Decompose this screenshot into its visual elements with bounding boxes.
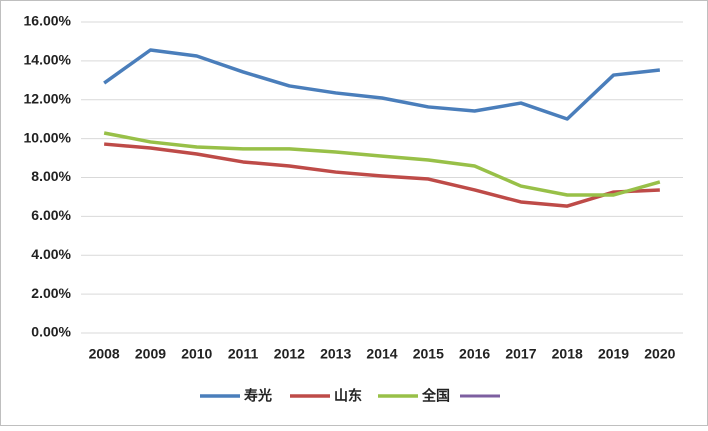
legend-label: 全国 — [421, 388, 450, 404]
x-tick-label: 2013 — [320, 346, 351, 362]
legend-label: 寿光 — [244, 388, 272, 404]
x-tick-label: 2014 — [366, 346, 397, 362]
x-tick-label: 2012 — [274, 346, 305, 362]
y-tick-label: 8.00% — [31, 168, 71, 184]
x-tick-label: 2017 — [505, 346, 536, 362]
x-tick-label: 2016 — [459, 346, 490, 362]
x-tick-label: 2019 — [598, 346, 629, 362]
x-tick-label: 2008 — [89, 346, 120, 362]
y-tick-label: 12.00% — [24, 90, 72, 106]
y-tick-label: 0.00% — [31, 324, 71, 340]
y-tick-label: 6.00% — [31, 207, 71, 223]
line — [103, 131, 661, 197]
x-tick-label: 2011 — [228, 346, 259, 362]
x-tick-label: 2018 — [552, 346, 583, 362]
y-tick-label: 16.00% — [24, 13, 72, 29]
y-tick-label: 14.00% — [24, 52, 72, 68]
line — [103, 48, 661, 121]
y-tick-label: 4.00% — [31, 246, 71, 262]
y-tick-label: 2.00% — [31, 285, 71, 301]
legend-label: 山东 — [334, 388, 362, 404]
line — [104, 142, 660, 208]
x-tick-label: 2020 — [644, 346, 675, 362]
x-tick-label: 2009 — [135, 346, 166, 362]
x-tick-label: 2010 — [181, 346, 212, 362]
y-tick-label: 10.00% — [24, 129, 72, 145]
x-tick-label: 2015 — [413, 346, 444, 362]
